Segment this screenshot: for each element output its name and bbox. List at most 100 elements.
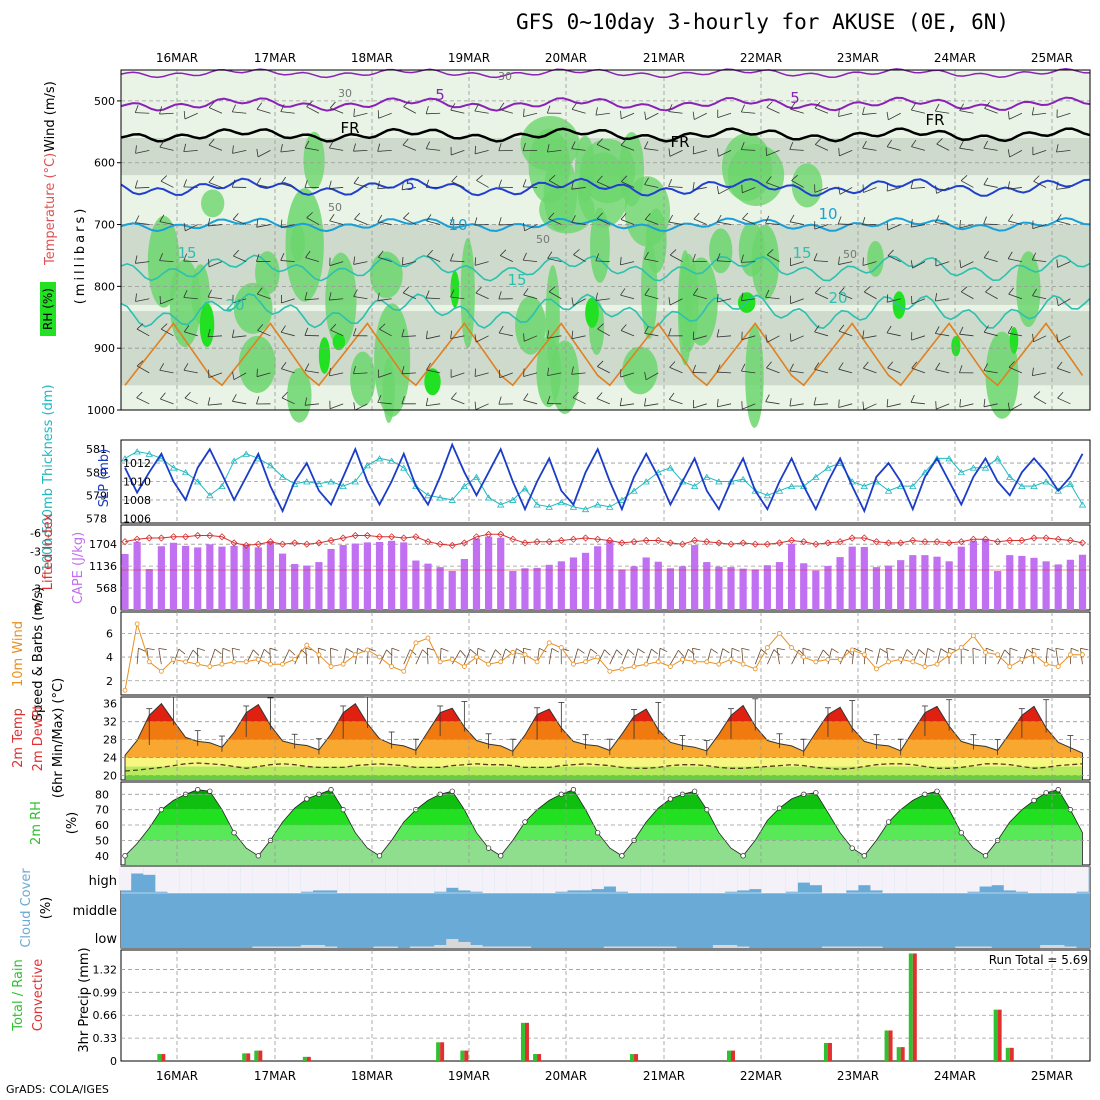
rh-point bbox=[1031, 797, 1037, 804]
wind-barb-flag bbox=[741, 184, 743, 193]
wind-barb bbox=[159, 260, 174, 263]
wind-barb-flag bbox=[546, 105, 551, 114]
lifted-index-point bbox=[375, 533, 384, 541]
wind-barb bbox=[208, 261, 223, 268]
wind-barb bbox=[1008, 220, 1022, 225]
thickness-point bbox=[545, 503, 553, 510]
lifted-index-point bbox=[218, 533, 226, 541]
wind10-barb-flag bbox=[1004, 649, 1011, 656]
wind-barb bbox=[596, 218, 610, 225]
cloud-high-gap bbox=[191, 867, 204, 893]
wind10-point bbox=[849, 647, 855, 653]
rh-point bbox=[982, 853, 989, 859]
wind-barb bbox=[136, 328, 150, 337]
wind-barb bbox=[474, 149, 489, 155]
rh-green-area bbox=[238, 335, 276, 393]
cloud-high-gap bbox=[240, 867, 253, 893]
wind-barb-flag bbox=[1057, 391, 1064, 399]
wind-barb-flag bbox=[449, 216, 454, 225]
precip-convective-bar bbox=[258, 1050, 263, 1061]
wind-barb bbox=[839, 293, 853, 300]
wind-barb bbox=[354, 403, 368, 411]
wind-barb-flag bbox=[959, 103, 964, 111]
lifted-index-point bbox=[630, 538, 638, 546]
wind10-barb bbox=[136, 648, 139, 665]
wind-barb-flag bbox=[837, 216, 842, 225]
wind-barb-flag bbox=[838, 147, 840, 156]
wind10-point bbox=[958, 645, 964, 650]
cape-bar bbox=[533, 567, 541, 610]
wind-barb-flag bbox=[620, 138, 627, 146]
precip-total-axis-label: Total / Rain bbox=[11, 959, 26, 1032]
wind-barb-flag bbox=[911, 361, 918, 369]
wind-barb-flag bbox=[668, 104, 673, 112]
lifted-index-point bbox=[315, 539, 323, 547]
wind10-barb-flag bbox=[627, 649, 635, 656]
wind-barb-flag bbox=[596, 212, 603, 219]
wind-barb-flag bbox=[256, 148, 259, 157]
contour-label: 50 bbox=[843, 248, 857, 261]
wind10-barb-flag bbox=[539, 647, 547, 653]
wind-barb-flag bbox=[401, 256, 404, 265]
wind10-barb-flag bbox=[678, 650, 684, 657]
rh-point bbox=[376, 853, 383, 859]
rh-point bbox=[849, 845, 855, 851]
cape-bar bbox=[460, 559, 468, 610]
rh-legend-swatch bbox=[40, 282, 56, 336]
wind10-point bbox=[861, 652, 867, 658]
wind-barb bbox=[306, 217, 320, 225]
wind-barb-flag bbox=[281, 391, 288, 399]
wind-barb-flag bbox=[353, 143, 356, 152]
date-label-bottom: 17MAR bbox=[254, 1069, 296, 1083]
wind-barb-flag bbox=[814, 362, 820, 370]
wind-barb bbox=[233, 219, 247, 225]
cape-bar bbox=[727, 567, 735, 610]
wind-barb bbox=[1056, 187, 1071, 190]
lifted-index-point bbox=[921, 538, 929, 546]
thickness-point bbox=[387, 457, 396, 464]
cloud-low-fill bbox=[628, 946, 641, 948]
cape-bar bbox=[872, 567, 881, 610]
wind-barb bbox=[474, 110, 489, 114]
cloud-high-gap bbox=[422, 867, 435, 893]
cloud-low-fill bbox=[1064, 946, 1077, 948]
cape-bar bbox=[545, 564, 553, 610]
cloud-high-gap bbox=[943, 867, 956, 893]
cloud-low-fill bbox=[640, 946, 653, 948]
wind-barb-flag bbox=[620, 288, 626, 296]
wind10-point bbox=[377, 654, 382, 660]
wind10-point bbox=[571, 661, 576, 667]
wind-barb bbox=[184, 331, 198, 337]
wind-barb-flag bbox=[451, 392, 457, 400]
cloud-high-gap bbox=[991, 867, 1004, 886]
wind-barb bbox=[789, 370, 804, 374]
wind-barb-flag bbox=[789, 398, 792, 407]
cape-bar bbox=[497, 537, 505, 610]
rh-point bbox=[231, 830, 237, 836]
wind-barb bbox=[475, 335, 489, 343]
wind-barb bbox=[329, 147, 344, 151]
thickness-point bbox=[630, 487, 638, 494]
rh-point bbox=[691, 788, 698, 794]
cloud-high-gap bbox=[603, 867, 616, 887]
wind-barb bbox=[596, 181, 610, 188]
wind-barb-flag bbox=[717, 148, 719, 157]
wind10-barb-flag bbox=[604, 649, 611, 656]
wind-barb-flag bbox=[911, 139, 917, 147]
wind-barb-flag bbox=[935, 326, 940, 334]
wind-barb bbox=[353, 182, 368, 188]
wind-barb-flag bbox=[668, 148, 671, 157]
wind-barb-flag bbox=[329, 140, 334, 149]
rh-color-band bbox=[125, 789, 1083, 795]
wind-barb bbox=[1032, 149, 1047, 156]
wind-barb-flag bbox=[159, 253, 164, 261]
cape-panel-frame bbox=[120, 524, 1091, 611]
contour-label: 5 bbox=[790, 89, 800, 107]
wind-barb-flag bbox=[742, 212, 749, 220]
wind-barb-flag bbox=[1032, 333, 1034, 342]
cape-bar bbox=[1054, 564, 1062, 610]
wind-barb bbox=[669, 254, 683, 262]
cloud-high-gap bbox=[1003, 867, 1016, 891]
wind-barb bbox=[257, 330, 271, 337]
contour-label: 20 bbox=[828, 289, 847, 307]
